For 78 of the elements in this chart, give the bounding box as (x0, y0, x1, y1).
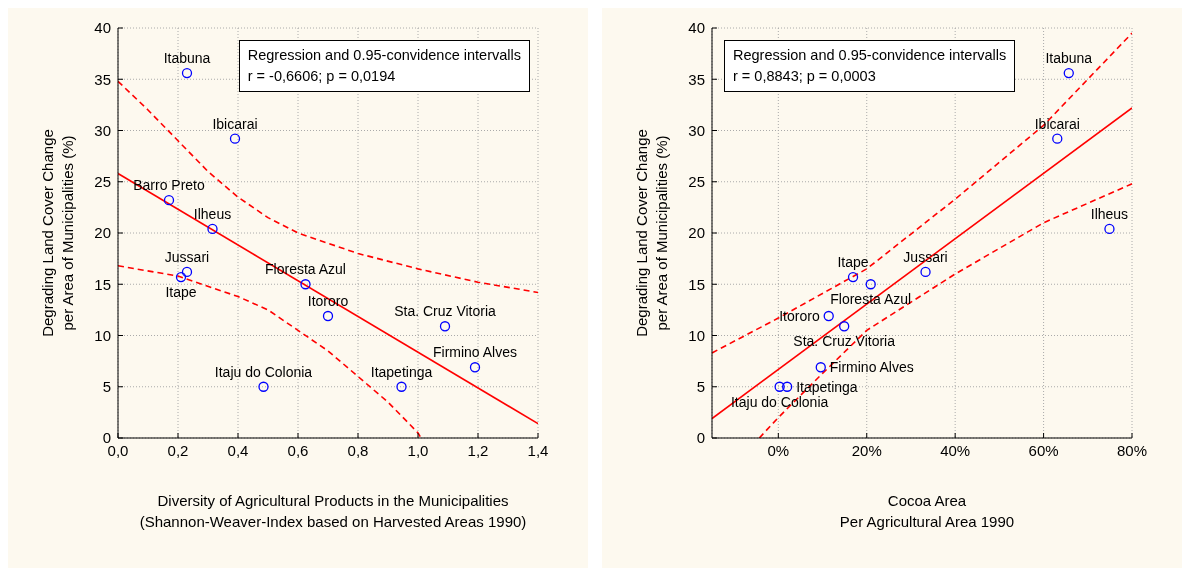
x-axis-title: Cocoa Area Per Agricultural Area 1990 (838, 491, 1016, 532)
x-tick-label: 0,2 (167, 441, 189, 459)
line-series (758, 183, 1132, 438)
annotation: Itape (837, 254, 869, 271)
annotation: Ilheus (193, 205, 232, 222)
y-axis-title: Degrading Land Cover Change per Area of Municipalities (%) (632, 129, 671, 337)
annotation: Ibicarai (212, 115, 258, 132)
point (300, 279, 311, 290)
annotation: Regression and 0.95-convidence intervalls r = 0,8843; p = 0,0003 (733, 46, 1007, 86)
annotation: Sta. Cruz Vitoria (394, 303, 497, 320)
y-tick-label: 35 (94, 70, 111, 88)
annotation: Ilheus (1090, 205, 1129, 222)
x-axis-title: Diversity of Agricultural Products in the Municipalities (Shannon-Weaver-Index based on Harvested Areas 1990) (138, 491, 528, 532)
point (839, 321, 850, 332)
point (1052, 133, 1063, 144)
point (865, 279, 876, 290)
point (781, 381, 793, 392)
y-tick-label: 35 (688, 70, 705, 88)
y-tick-label: 20 (94, 224, 111, 242)
annotation: Itabuna (1045, 50, 1093, 67)
point (207, 223, 218, 235)
y-tick-label: 0 (696, 429, 705, 447)
point (823, 310, 834, 322)
point (229, 133, 241, 144)
y-tick-label: 40 (688, 19, 705, 37)
point (815, 362, 826, 373)
annotation: Itaju do Colonia (214, 363, 313, 380)
annotation: Firmino Alves (829, 359, 914, 376)
annotation: Itororo (779, 308, 820, 325)
y-tick-label: 25 (94, 173, 111, 191)
point (175, 271, 187, 283)
y-tick-label: 20 (688, 224, 705, 242)
annotation: Itapetinga (796, 378, 858, 395)
annotation: Ibicarai (1034, 115, 1080, 132)
point (1104, 223, 1115, 235)
x-tick-label: 80% (1116, 441, 1148, 459)
point (322, 310, 334, 322)
x-tick-label: 20% (851, 441, 882, 459)
point (469, 362, 481, 373)
annotation: Itapetinga (370, 363, 433, 380)
annotation: Sta. Cruz Vitoria (793, 333, 896, 350)
y-axis-title: Degrading Land Cover Change per Area of Municipalities (%) (38, 129, 77, 337)
x-tick-label: 0,4 (227, 441, 249, 459)
annotation: Regression and 0.95-convidence intervalls r = -0,6606; p = 0,0194 (247, 46, 521, 86)
point (181, 266, 193, 278)
y-tick-label: 5 (102, 378, 111, 396)
x-tick-label: 0,6 (287, 441, 309, 459)
y-tick-label: 15 (688, 275, 705, 293)
x-tick-label: 0,8 (347, 441, 369, 459)
y-tick-label: 30 (688, 121, 705, 139)
annotation: Jussari (164, 248, 210, 265)
y-tick-label: 0 (102, 429, 111, 447)
point (258, 381, 269, 392)
point (396, 381, 407, 392)
y-tick-label: 10 (688, 326, 705, 344)
y-tick-label: 30 (94, 121, 111, 139)
y-tick-label: 25 (688, 173, 705, 191)
point (847, 271, 859, 283)
y-tick-label: 10 (94, 326, 111, 344)
x-tick-label: 1,4 (527, 441, 549, 459)
y-tick-label: 5 (696, 378, 705, 396)
annotation: Firmino Alves (432, 344, 518, 361)
x-tick-label: 1,0 (407, 441, 429, 459)
point (774, 381, 785, 392)
annotation: Itabuna (163, 50, 211, 67)
y-tick-label: 40 (94, 19, 111, 37)
x-tick-label: 60% (1028, 441, 1059, 459)
line-series (712, 32, 1132, 354)
point (920, 266, 931, 278)
point (439, 321, 451, 332)
y-tick-label: 15 (94, 275, 111, 293)
x-tick-label: 40% (940, 441, 971, 459)
x-tick-label: 1,2 (467, 441, 489, 459)
point (163, 195, 175, 206)
point (181, 67, 193, 79)
point (1063, 67, 1074, 79)
annotation: Itape (165, 284, 197, 301)
x-tick-label: 0% (767, 441, 790, 459)
